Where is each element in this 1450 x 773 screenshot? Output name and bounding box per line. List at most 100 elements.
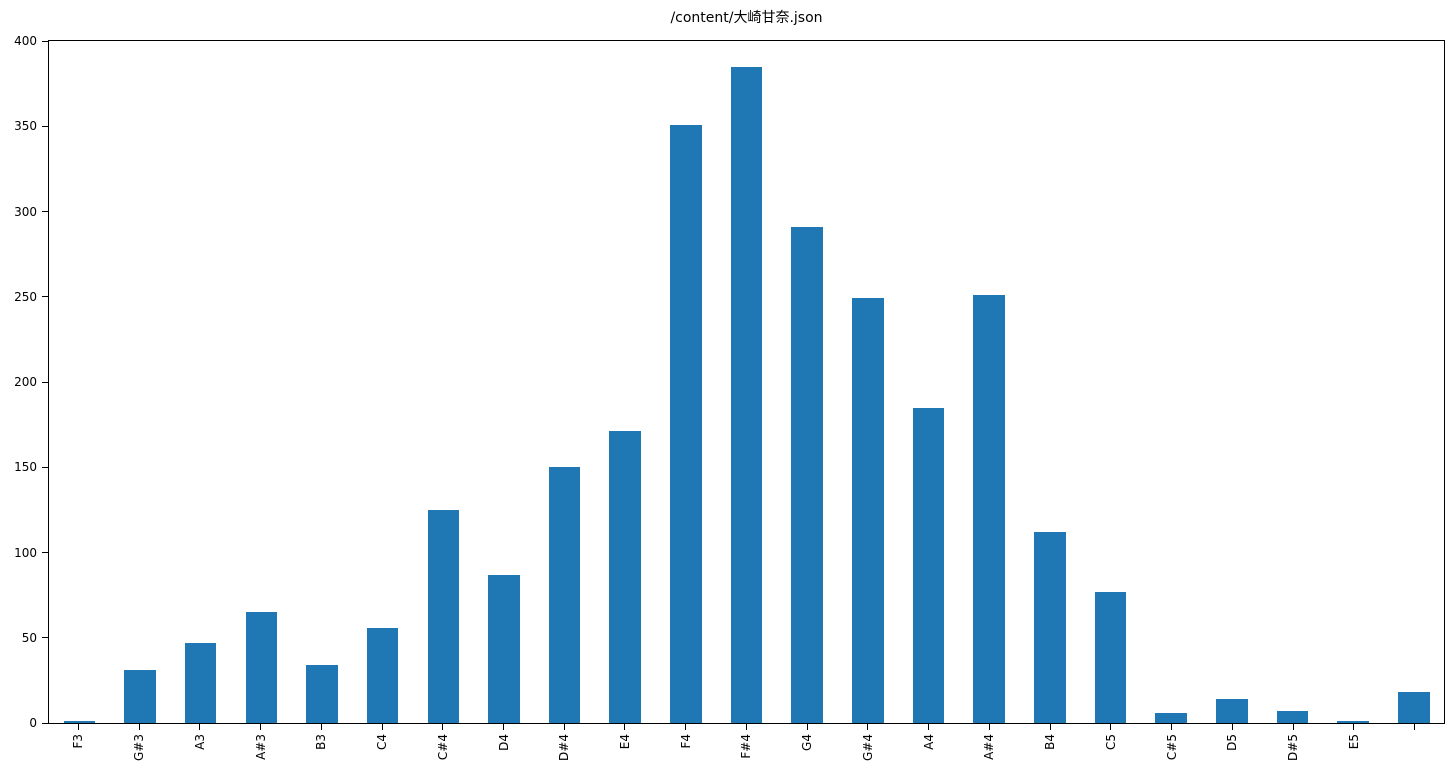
- x-tick-label: B4: [1043, 734, 1058, 750]
- x-tick-label: E5: [1346, 734, 1361, 750]
- x-slot: C#5: [1141, 724, 1202, 761]
- y-tick-label: 0: [29, 716, 37, 730]
- y-tick-label: 150: [14, 460, 37, 475]
- x-tick-mark: [1353, 724, 1355, 730]
- x-slot: E4: [595, 724, 656, 761]
- bar: [670, 124, 702, 723]
- x-slot: G4: [777, 724, 838, 761]
- x-tick-mark: [928, 724, 930, 730]
- bar: [912, 407, 945, 723]
- x-slot: D#5: [1263, 724, 1324, 761]
- y-tick-mark: [42, 552, 48, 553]
- bar-slot: [231, 41, 292, 723]
- bar-slot: [656, 41, 717, 723]
- bar: [609, 431, 641, 723]
- x-tick-label: C4: [375, 734, 390, 751]
- bar-slot: [777, 41, 838, 723]
- bar: [427, 509, 460, 723]
- bar: [1034, 532, 1066, 723]
- bar: [366, 627, 399, 723]
- bar: [791, 226, 823, 723]
- x-tick-label: G4: [800, 734, 815, 751]
- bar-slot: [838, 41, 899, 723]
- x-tick-label: A3: [192, 734, 207, 750]
- x-tick-label: C5: [1103, 734, 1118, 751]
- bar: [1398, 692, 1430, 723]
- bar-slot: [595, 41, 656, 723]
- y-tick-mark: [42, 466, 48, 468]
- x-axis: F3 G#3 A3 A#3 B3 C4 C#4 D4 D#4 E4 F4 F#4 G4 G#4 A4 A#4 B…: [48, 724, 1445, 761]
- x-tick-mark: [624, 724, 626, 730]
- y-tick-mark: [42, 637, 48, 639]
- x-tick-mark: [806, 724, 808, 730]
- y-tick-label: 350: [14, 119, 37, 134]
- x-slot: E5: [1323, 724, 1384, 761]
- x-tick-mark: [1292, 724, 1294, 730]
- x-tick-label: G#3: [132, 734, 147, 761]
- bar-slot: [413, 41, 474, 723]
- x-tick-mark: [1231, 724, 1233, 730]
- x-slot: C5: [1080, 724, 1141, 761]
- x-slot: G#3: [109, 724, 170, 761]
- x-tick-mark: [77, 724, 79, 730]
- x-slot: D5: [1202, 724, 1263, 761]
- x-slot: D#4: [534, 724, 595, 761]
- bar-slot: [474, 41, 535, 723]
- x-slot: A#3: [230, 724, 291, 761]
- y-tick-mark: [42, 40, 48, 42]
- bar: [730, 66, 763, 723]
- x-slot: A3: [169, 724, 230, 761]
- x-tick-mark: [1110, 724, 1112, 730]
- x-tick-label: D4: [496, 734, 511, 751]
- x-tick-label: E4: [617, 734, 632, 750]
- x-slot: G#4: [838, 724, 899, 761]
- bar-slot: [898, 41, 959, 723]
- y-tick-label: 200: [14, 375, 37, 389]
- x-tick-mark: [1171, 724, 1173, 730]
- x-slot: D4: [473, 724, 534, 761]
- x-tick-label: A#4: [982, 734, 997, 760]
- y-tick-mark: [42, 296, 48, 298]
- x-tick-label: D#4: [557, 734, 572, 761]
- bars-container: [49, 41, 1444, 723]
- bar: [245, 612, 278, 723]
- bar-slot: [1141, 41, 1202, 723]
- x-tick-mark: [988, 724, 990, 730]
- x-tick-label: D#5: [1286, 734, 1301, 761]
- y-tick-label: 250: [14, 289, 37, 304]
- bar-slot: [1080, 41, 1141, 723]
- bar-slot: [352, 41, 413, 723]
- x-slot: C4: [352, 724, 413, 761]
- x-tick-label: B3: [314, 734, 329, 750]
- x-tick-mark: [199, 724, 201, 730]
- bar: [184, 642, 217, 723]
- bar: [973, 295, 1005, 723]
- x-tick-label: C#5: [1164, 734, 1179, 761]
- bar: [124, 670, 156, 723]
- bar-slot: [170, 41, 231, 723]
- x-tick-mark: [1049, 724, 1051, 730]
- x-tick-label: G#4: [860, 734, 875, 761]
- y-tick-label: 100: [14, 545, 37, 560]
- x-tick-label: F4: [678, 734, 693, 749]
- x-tick-label: C#4: [435, 734, 450, 761]
- x-slot: F4: [655, 724, 716, 761]
- y-tick-label: 50: [21, 630, 37, 645]
- x-slot: B4: [1020, 724, 1081, 761]
- x-slot: F#4: [716, 724, 777, 761]
- x-tick-mark: [503, 724, 504, 730]
- x-slot: B3: [291, 724, 352, 761]
- x-tick-mark: [1414, 724, 1416, 730]
- x-tick-label: F3: [71, 734, 86, 749]
- bar: [63, 721, 96, 723]
- bar: [852, 298, 884, 723]
- x-tick-mark: [745, 724, 747, 730]
- bar: [1276, 711, 1309, 723]
- x-tick-mark: [320, 724, 322, 730]
- bar-slot: [716, 41, 777, 723]
- bar-slot: [959, 41, 1020, 723]
- x-tick-label: D5: [1225, 734, 1240, 751]
- x-tick-mark: [138, 724, 140, 730]
- bar-slot: [292, 41, 353, 723]
